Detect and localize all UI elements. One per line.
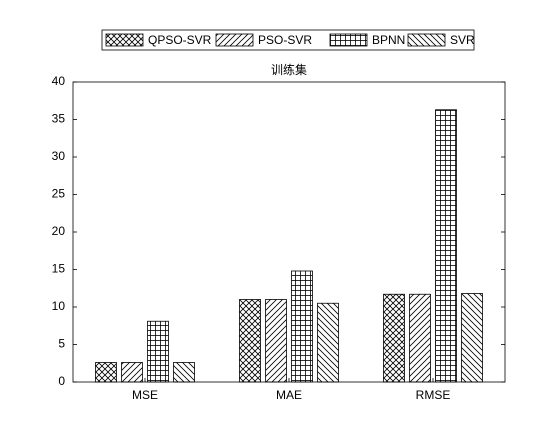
y-tick-label: 25: [52, 187, 66, 201]
bar: [95, 362, 117, 383]
legend-label: QPSO-SVR: [148, 33, 212, 47]
legend: QPSO-SVR PSO-SVR BPNN SVR: [101, 29, 475, 51]
bar: [317, 302, 339, 383]
legend-label: PSO-SVR: [258, 33, 312, 47]
legend-box: [101, 29, 475, 51]
y-tick-label: 0: [58, 374, 65, 388]
legend-swatch: [105, 33, 144, 47]
legend-label: BPNN: [372, 33, 405, 47]
y-tick-label: 5: [58, 337, 65, 351]
x-tick-label: RMSE: [416, 388, 451, 402]
y-tick-label: 20: [52, 224, 66, 238]
bar: [291, 270, 313, 383]
y-tick-label: 30: [52, 149, 66, 163]
bar: [147, 320, 169, 383]
bar: [265, 299, 287, 383]
bar: [239, 299, 261, 383]
y-tick-label: 40: [52, 74, 66, 88]
bar: [409, 293, 431, 383]
bar: [383, 293, 405, 383]
y-tick-label: 35: [52, 112, 66, 126]
legend-swatch: [329, 33, 368, 47]
bar: [173, 362, 195, 383]
legend-swatch: [215, 33, 254, 47]
x-tick-label: MAE: [276, 388, 302, 402]
bar: [435, 109, 457, 383]
legend-label: SVR: [450, 33, 475, 47]
bar: [121, 362, 143, 383]
y-tick-label: 15: [52, 262, 66, 276]
bar: [461, 293, 483, 383]
chart-title: 训练集: [271, 62, 307, 77]
y-tick-label: 10: [52, 299, 66, 313]
x-tick-label: MSE: [132, 388, 158, 402]
legend-swatch: [407, 33, 446, 47]
